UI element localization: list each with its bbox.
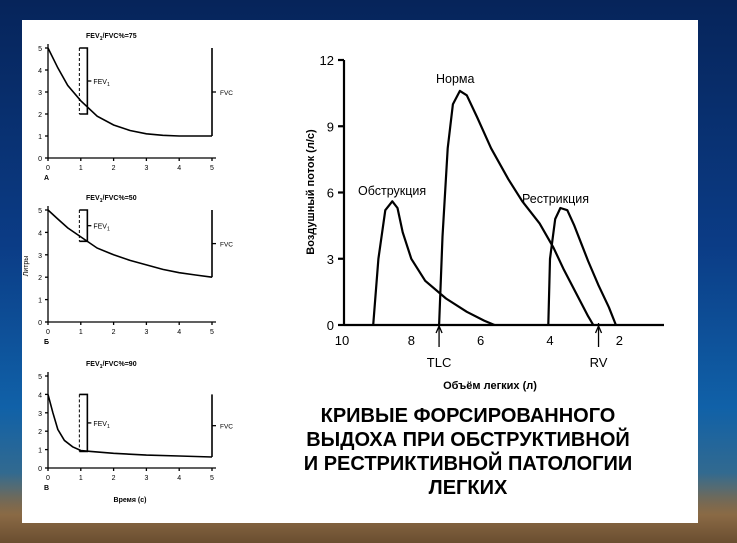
x-tick-label: 6	[477, 333, 484, 348]
y-tick-label: 3	[327, 252, 334, 267]
panel-letter: A	[44, 175, 49, 182]
series-line-2	[547, 206, 617, 326]
x-tick-label: 2	[616, 333, 623, 348]
x-tick-label: 4	[177, 165, 181, 172]
series-label: Рестрикция	[522, 192, 589, 206]
y-tick-label: 4	[38, 68, 42, 75]
x-tick-label: 2	[112, 329, 116, 336]
x-tick-label: 1	[79, 329, 83, 336]
x-tick-label: 3	[144, 329, 148, 336]
y-tick-label: 5	[38, 374, 42, 381]
y-tick-label: 1	[38, 448, 42, 455]
fev1-label: FEV1	[93, 224, 110, 233]
x-tick-label: 0	[46, 329, 50, 336]
y-tick-label: 3	[38, 90, 42, 97]
panel-0: 0 1 2 3 4 5 0 1 2 3 4 5	[38, 44, 216, 172]
slide-title: КРИВЫЕ ФОРСИРОВАННОГО ВЫДОХА ПРИ ОБСТРУК…	[278, 404, 658, 500]
panel-letter: В	[44, 485, 49, 492]
y-tick-label: 0	[38, 466, 42, 473]
y-axis-label: Воздушный поток (л/с)	[305, 129, 317, 255]
slide-title-line-4: ЛЕГКИХ	[428, 477, 508, 499]
y-tick-label: 4	[38, 392, 42, 399]
y-tick-label: 0	[38, 320, 42, 327]
panel-letter: Б	[44, 339, 49, 346]
x-tick-label: 4	[546, 333, 553, 348]
x-tick-label: 2	[112, 475, 116, 482]
fvc-label: FVC	[220, 90, 233, 97]
marker-arrow	[594, 324, 603, 334]
x-tick-label: 4	[177, 475, 181, 482]
y-tick-label: 5	[38, 46, 42, 53]
fev1-label: FEV1	[93, 79, 110, 88]
x-tick-label: 0	[46, 475, 50, 482]
x-axis-label: Время (с)	[114, 497, 147, 504]
y-tick-label: 0	[38, 156, 42, 163]
y-tick-label: 1	[38, 298, 42, 305]
x-tick-label: 4	[177, 329, 181, 336]
series-line-0	[372, 200, 495, 327]
flow-volume-chart: 0 3 6 9 12 10 8 6 4 2 TLC RV Обструкция Норма Рестрикц…	[305, 53, 664, 392]
marker-label: TLC	[427, 355, 452, 370]
y-tick-label: 3	[38, 411, 42, 418]
y-tick-label: 2	[38, 429, 42, 436]
x-tick-label: 10	[335, 333, 349, 348]
y-tick-label: 2	[38, 275, 42, 282]
x-tick-label: 1	[79, 165, 83, 172]
panel-2: 0 1 2 3 4 5 0 1 2 3 4 5	[38, 372, 216, 482]
x-tick-label: 8	[408, 333, 415, 348]
y-tick-label: 12	[320, 53, 334, 68]
panel-title: FEV1/FVC%=75	[86, 33, 137, 42]
volume-curve	[47, 209, 213, 278]
slide-title-line-3: И РЕСТРИКТИВНОЙ ПАТОЛОГИИ	[303, 453, 633, 475]
volume-curve	[47, 47, 212, 137]
panel-title: FEV1/FVC%=90	[86, 361, 137, 370]
y-tick-label: 3	[38, 253, 42, 260]
y-axis-label: Литры	[23, 256, 30, 277]
fev1-bracket	[79, 393, 89, 453]
y-tick-label: 5	[38, 208, 42, 215]
series-label: Обструкция	[358, 184, 426, 198]
y-tick-label: 2	[38, 112, 42, 119]
panel-title: FEV1/FVC%=50	[86, 195, 137, 204]
y-tick-label: 9	[327, 119, 334, 134]
y-tick-label: 1	[38, 134, 42, 141]
y-tick-label: 4	[38, 230, 42, 237]
series-label: Норма	[436, 72, 475, 86]
y-tick-label: 6	[327, 186, 334, 201]
fvc-label: FVC	[220, 242, 233, 249]
fvc-label: FVC	[220, 424, 233, 431]
marker-arrow	[435, 324, 443, 334]
slide-title-line-2: ВЫДОХА ПРИ ОБСТРУКТИВНОЙ	[306, 429, 630, 451]
x-tick-label: 1	[79, 475, 83, 482]
x-tick-label: 0	[46, 165, 50, 172]
volume-curve	[47, 394, 213, 458]
x-tick-label: 3	[144, 165, 148, 172]
x-axis-label: Объём легких (л)	[443, 380, 537, 392]
marker-label: RV	[590, 355, 608, 370]
fev1-label: FEV1	[93, 421, 110, 430]
x-tick-label: 5	[210, 329, 214, 336]
x-tick-label: 3	[144, 475, 148, 482]
panel-1: 0 1 2 3 4 5 0 1 2 3 4 5	[38, 206, 216, 336]
y-tick-label: 0	[327, 318, 334, 333]
series-line-1	[438, 89, 595, 326]
x-tick-label: 5	[210, 165, 214, 172]
slide-title-line-1: КРИВЫЕ ФОРСИРОВАННОГО	[320, 405, 616, 427]
x-tick-label: 5	[210, 475, 214, 482]
x-tick-label: 2	[112, 165, 116, 172]
slide-card: 0 1 2 3 4 5 0 1 2 3 4 5 FEV1/FVC%=75 FEV1 FVC A 0 1 2 3 4 5 0 1…	[22, 20, 698, 523]
